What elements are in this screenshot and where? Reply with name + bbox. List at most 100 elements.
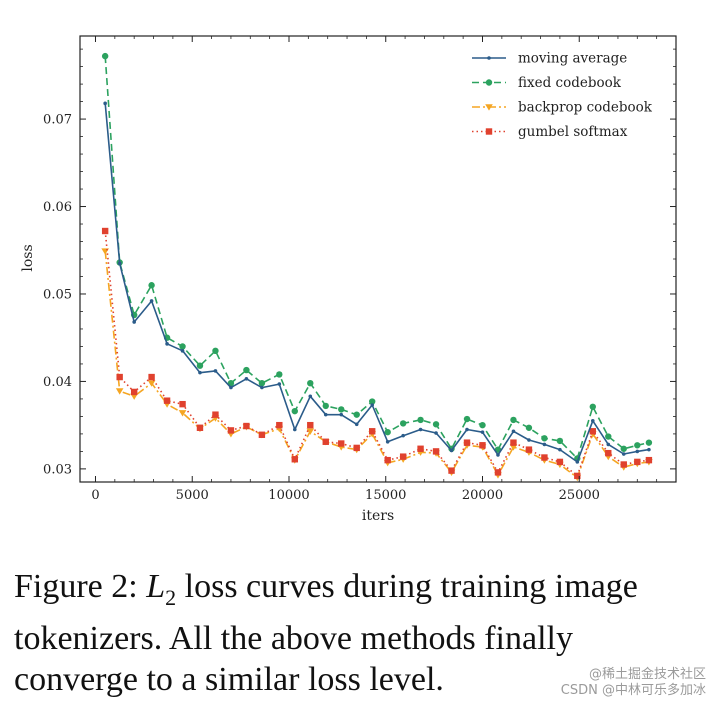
- data-point-gumbel-softmax: [258, 431, 266, 438]
- data-point-fixed-codebook: [101, 52, 109, 60]
- series-layer: [101, 52, 653, 482]
- data-point-gumbel-softmax: [101, 227, 109, 235]
- legend-label: moving average: [518, 51, 627, 67]
- data-point-moving-average: [132, 320, 136, 324]
- data-point-moving-average: [449, 448, 454, 453]
- caption-math-symbol: L2: [146, 568, 177, 610]
- data-point-moving-average: [590, 418, 595, 423]
- data-point-moving-average: [401, 433, 405, 438]
- legend-label: backprop codebook: [518, 100, 653, 116]
- caption-prefix: Figure 2:: [14, 568, 138, 605]
- data-point-backprop-codebook: [178, 410, 187, 417]
- x-tick-label: 5000: [176, 488, 209, 503]
- figure-caption: Figure 2: L2 loss curves during training…: [14, 566, 704, 700]
- data-point-fixed-codebook: [620, 445, 627, 452]
- data-point-gumbel-softmax: [368, 428, 376, 435]
- data-point-gumbel-softmax: [556, 458, 564, 466]
- data-point-fixed-codebook: [276, 371, 283, 378]
- data-point-moving-average: [180, 349, 185, 353]
- data-point-gumbel-softmax: [479, 442, 486, 449]
- data-point-fixed-codebook: [258, 379, 266, 387]
- data-point-gumbel-softmax: [399, 453, 407, 460]
- data-point-fixed-codebook: [338, 406, 345, 413]
- watermark-line2: CSDN @中林可乐多加冰: [560, 683, 706, 698]
- data-point-moving-average: [244, 377, 249, 381]
- data-point-gumbel-softmax: [196, 424, 204, 431]
- series-line-fixed-codebook: [104, 56, 650, 460]
- data-point-moving-average: [434, 431, 438, 435]
- data-point-gumbel-softmax: [645, 456, 653, 464]
- data-point-fixed-codebook: [368, 398, 376, 405]
- data-point-gumbel-softmax: [353, 444, 360, 452]
- legend-label: fixed codebook: [518, 75, 622, 91]
- data-point-moving-average: [621, 452, 626, 456]
- data-point-moving-average: [496, 453, 500, 457]
- data-point-fixed-codebook: [148, 282, 155, 289]
- data-point-gumbel-softmax: [494, 469, 502, 476]
- y-tick-label: 0.03: [43, 462, 72, 477]
- y-tick-label: 0.04: [43, 375, 72, 390]
- data-point-gumbel-softmax: [620, 461, 627, 468]
- data-point-gumbel-softmax: [227, 427, 235, 434]
- data-point-gumbel-softmax: [525, 446, 533, 453]
- series-line-moving-average: [104, 103, 650, 463]
- data-point-gumbel-softmax: [432, 448, 440, 455]
- legend: moving average fixed codebook backprop cod…: [472, 51, 653, 140]
- data-point-moving-average: [149, 299, 154, 303]
- x-tick-label: 15000: [365, 488, 406, 503]
- data-point-gumbel-softmax: [276, 421, 283, 429]
- data-point-fixed-codebook: [291, 407, 298, 415]
- y-tick-label: 0.05: [43, 287, 72, 302]
- data-point-fixed-codebook: [589, 403, 596, 410]
- data-point-gumbel-softmax: [291, 456, 298, 463]
- legend-entry-gumbel-softmax: gumbel softmax: [472, 124, 628, 140]
- series-backprop-codebook: [101, 248, 653, 482]
- data-point-fixed-codebook: [541, 435, 548, 442]
- legend-entry-moving-average: moving average: [472, 51, 627, 67]
- data-point-fixed-codebook: [384, 428, 391, 436]
- data-point-moving-average: [213, 369, 218, 373]
- loss-chart: 0 5000 10000 15000 20000 25000 0.03 0.04 0.05 0.0…: [20, 35, 677, 524]
- data-point-gumbel-softmax: [243, 422, 250, 430]
- data-point-moving-average: [117, 261, 122, 266]
- series-fixed-codebook: [101, 52, 653, 462]
- x-tick-label: 0: [91, 488, 99, 503]
- data-point-gumbel-softmax: [605, 449, 612, 457]
- series-moving-average: [103, 101, 651, 464]
- data-point-fixed-codebook: [645, 439, 653, 446]
- data-point-fixed-codebook: [353, 411, 360, 418]
- data-point-gumbel-softmax: [463, 439, 471, 446]
- data-point-moving-average: [606, 442, 611, 447]
- x-tick-label: 10000: [268, 488, 309, 503]
- data-point-moving-average: [103, 101, 107, 106]
- data-point-fixed-codebook: [243, 366, 250, 374]
- legend-marker: [485, 79, 493, 86]
- legend-label: gumbel softmax: [518, 124, 628, 140]
- data-point-moving-average: [229, 385, 233, 390]
- data-point-moving-average: [260, 385, 264, 390]
- data-point-gumbel-softmax: [574, 472, 581, 480]
- x-tick-label: 20000: [462, 488, 503, 503]
- data-point-moving-average: [480, 430, 485, 434]
- watermark-line1: @稀土掘金技术社区: [588, 667, 706, 682]
- data-point-gumbel-softmax: [634, 458, 641, 466]
- data-point-gumbel-softmax: [448, 467, 455, 474]
- data-point-gumbel-softmax: [163, 397, 171, 404]
- legend-marker: [487, 56, 491, 60]
- data-point-moving-average: [385, 439, 390, 444]
- data-point-moving-average: [542, 442, 547, 447]
- data-point-gumbel-softmax: [510, 439, 517, 446]
- x-axis-label: iters: [362, 508, 394, 524]
- data-point-moving-average: [647, 447, 651, 452]
- data-point-moving-average: [165, 342, 169, 346]
- data-point-moving-average: [527, 438, 531, 442]
- data-point-backprop-codebook: [147, 380, 156, 387]
- data-point-backprop-codebook: [306, 428, 315, 435]
- y-axis-label: loss: [20, 244, 36, 271]
- data-point-gumbel-softmax: [384, 456, 391, 464]
- data-point-fixed-codebook: [634, 442, 641, 449]
- data-point-fixed-codebook: [510, 416, 517, 424]
- data-point-moving-average: [418, 427, 423, 432]
- data-point-moving-average: [558, 447, 562, 452]
- data-point-fixed-codebook: [432, 421, 440, 428]
